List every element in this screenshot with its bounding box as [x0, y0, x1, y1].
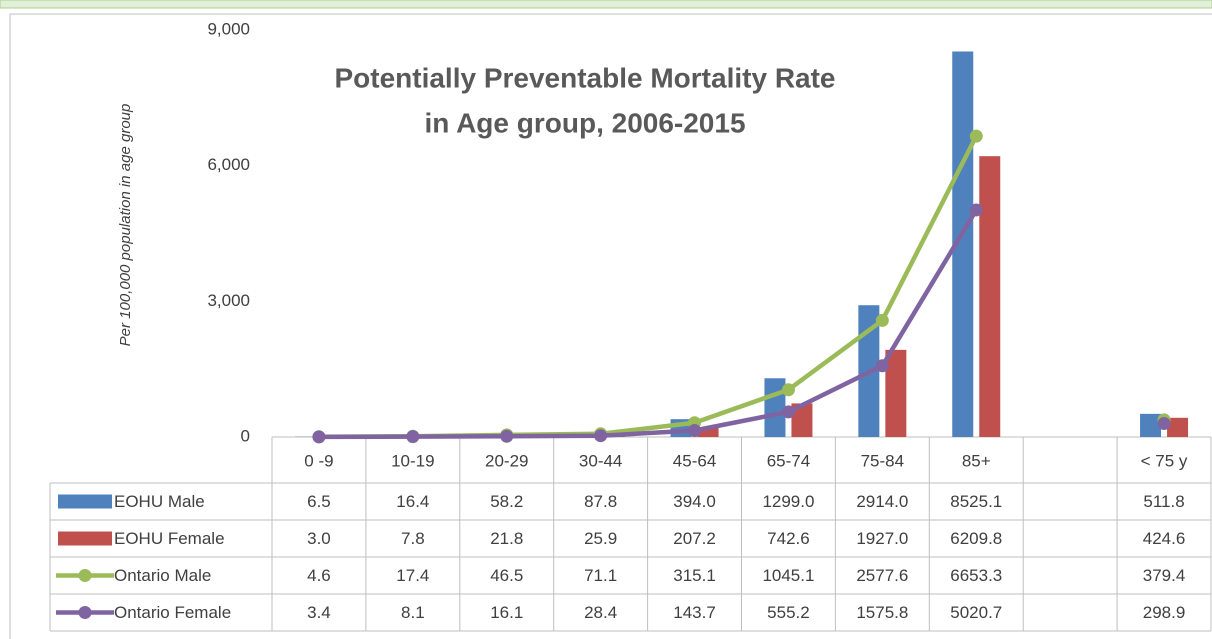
legend-key: [78, 606, 92, 619]
chart-title: Potentially Preventable Mortality Rate: [334, 62, 835, 93]
bar: [979, 156, 1001, 437]
bar: [764, 378, 786, 437]
table-cell: 207.2: [673, 529, 716, 548]
y-tick-label: 6,000: [207, 155, 250, 174]
table-cell: 8525.1: [950, 492, 1002, 511]
bar: [791, 403, 813, 437]
table-cell: 2577.6: [856, 566, 908, 585]
bar: [885, 349, 907, 437]
table-cell: 4.6: [307, 566, 331, 585]
legend-label: EOHU Male: [114, 492, 205, 511]
bar: [697, 427, 719, 437]
y-axis-label: Per 100,000 population in age group: [117, 104, 134, 347]
table-cell: 6.5: [307, 492, 331, 511]
x-tick-label: 0 -9: [304, 451, 333, 470]
table-cell: 17.4: [396, 566, 429, 585]
y-tick-label: 9,000: [207, 19, 250, 38]
x-tick-label: 85+: [962, 451, 991, 470]
table-cell: 8.1: [401, 603, 425, 622]
bar: [1167, 417, 1189, 437]
x-tick-label: 20-29: [485, 451, 528, 470]
table-cell: 394.0: [673, 492, 716, 511]
x-tick-label: 10-19: [391, 451, 434, 470]
y-tick-label: 0: [241, 426, 250, 445]
x-tick-label: 30-44: [579, 451, 622, 470]
point: [594, 429, 608, 443]
table-cell: 3.4: [307, 603, 331, 622]
x-tick-label: 65-74: [767, 451, 810, 470]
table-cell: 511.8: [1143, 492, 1184, 511]
bar: [1140, 413, 1162, 437]
legend-label: Ontario Male: [114, 566, 211, 585]
table-cell: 16.4: [396, 492, 429, 511]
table-cell: 1299.0: [762, 492, 814, 511]
table-cell: 46.5: [490, 566, 523, 585]
table-cell: 2914.0: [856, 492, 908, 511]
table-cell: 7.8: [401, 529, 425, 548]
point: [500, 429, 514, 443]
top-band: [0, 0, 1212, 9]
legend-label: Ontario Female: [114, 603, 231, 622]
table-cell: 25.9: [584, 529, 617, 548]
legend-key: [58, 494, 112, 509]
point: [781, 405, 795, 419]
table-cell: 3.0: [307, 529, 331, 548]
chart-title: in Age group, 2006-2015: [424, 107, 745, 138]
table-cell: 58.2: [490, 492, 523, 511]
table-cell: 16.1: [490, 603, 523, 622]
point: [312, 430, 326, 444]
point: [875, 359, 889, 373]
point: [969, 129, 983, 143]
legend-key: [58, 531, 112, 546]
table-cell: 5020.7: [950, 603, 1002, 622]
table-cell: 143.7: [673, 603, 716, 622]
legend-key: [78, 569, 92, 582]
table-cell: 1927.0: [856, 529, 908, 548]
point: [406, 430, 420, 444]
table-cell: 87.8: [584, 492, 617, 511]
legend-label: EOHU Female: [114, 529, 225, 548]
table-cell: 379.4: [1143, 566, 1186, 585]
table-cell: 1045.1: [762, 566, 814, 585]
point: [781, 383, 795, 397]
table-cell: 742.6: [767, 529, 810, 548]
table-cell: 424.6: [1143, 529, 1186, 548]
table-cell: 28.4: [584, 603, 617, 622]
x-tick-label: 45-64: [673, 451, 716, 470]
table-cell: 1575.8: [856, 603, 908, 622]
table-cell: 6209.8: [950, 529, 1002, 548]
point: [969, 203, 983, 217]
point: [688, 424, 702, 438]
table-cell: 315.1: [673, 566, 716, 585]
table-cell: 71.1: [584, 566, 617, 585]
point: [875, 313, 889, 327]
table-cell: 6653.3: [950, 566, 1002, 585]
x-tick-label: 75-84: [861, 451, 904, 470]
line: [318, 208, 979, 440]
x-tick-label: < 75 y: [1141, 451, 1188, 470]
point: [1157, 416, 1171, 430]
y-tick-label: 3,000: [207, 291, 250, 310]
table-cell: 298.9: [1143, 603, 1186, 622]
table-cell: 555.2: [767, 603, 810, 622]
table-cell: 21.8: [490, 529, 523, 548]
